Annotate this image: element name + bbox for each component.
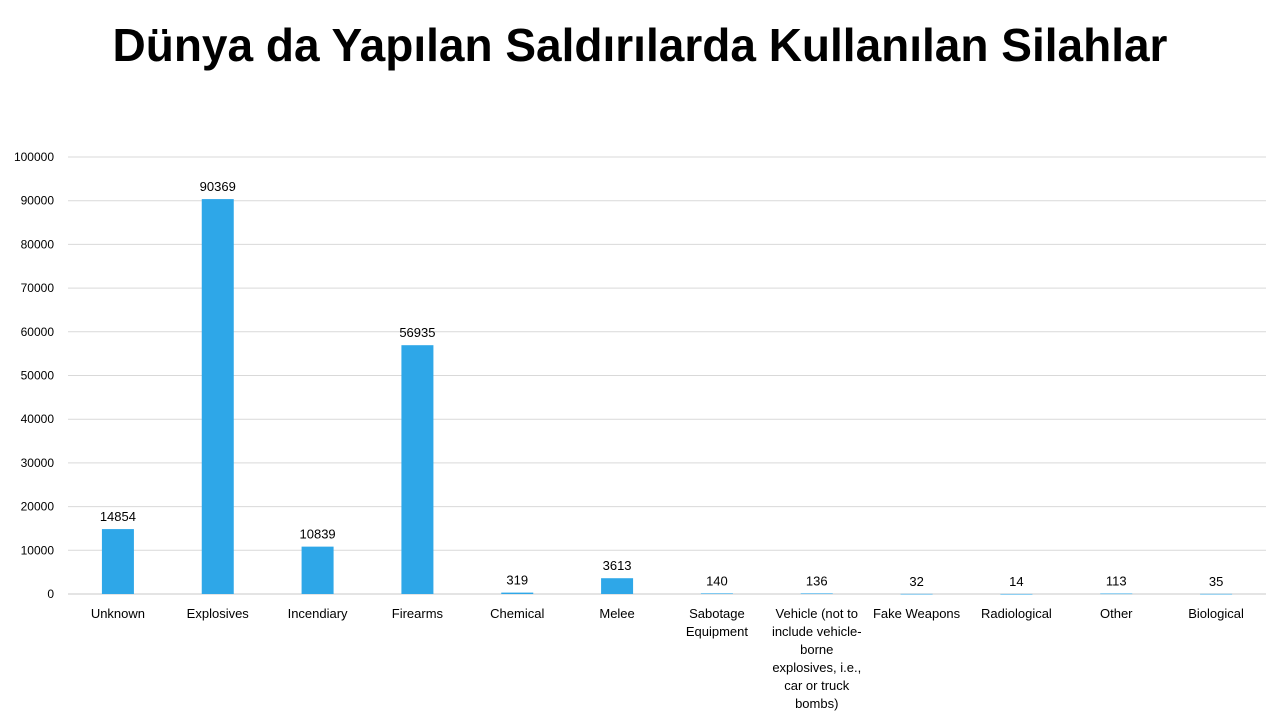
data-label: 14 <box>1009 574 1023 589</box>
bar-fake <box>900 593 933 595</box>
bar-biological <box>1200 593 1233 595</box>
y-tick-label: 80000 <box>21 237 55 251</box>
x-category-label: Radiological <box>981 606 1052 621</box>
y-tick-label: 100000 <box>14 150 54 164</box>
bar-firearms <box>401 345 434 594</box>
bar-radiological <box>1000 593 1033 595</box>
x-category-label: Fake Weapons <box>873 606 961 621</box>
data-label: 10839 <box>300 527 336 542</box>
chart-title: Dünya da Yapılan Saldırılarda Kullanılan… <box>0 14 1280 76</box>
y-tick-label: 30000 <box>21 456 55 470</box>
x-category-label: Sabotage Equipment <box>686 606 749 639</box>
bar-sabotage <box>700 593 733 594</box>
data-label: 56935 <box>399 325 435 340</box>
y-tick-label: 0 <box>47 587 54 601</box>
x-axis-category-labels: Unknown Explosives Incendiary Firearms Chemi… <box>91 606 1244 711</box>
x-category-label: Incendiary <box>288 606 348 621</box>
data-label: 319 <box>506 573 528 588</box>
y-axis-tick-labels: 0 10000 20000 30000 40000 50000 60000 70000 8000… <box>14 150 54 601</box>
x-category-label: Explosives <box>187 606 250 621</box>
y-tick-label: 20000 <box>21 500 55 514</box>
bar-unknown <box>101 529 134 594</box>
x-category-label: Melee <box>599 606 634 621</box>
bar-chemical <box>501 592 534 594</box>
data-label: 32 <box>909 574 923 589</box>
bar-explosives <box>201 199 234 594</box>
x-category-label: Vehicle (not to include vehicle-borne expl… <box>772 606 862 711</box>
data-label: 14854 <box>100 509 136 524</box>
x-category-label: Firearms <box>392 606 444 621</box>
y-tick-label: 90000 <box>21 194 55 208</box>
bar-vehicle <box>800 593 833 595</box>
chart-title-text: Dünya da Yapılan Saldırılarda Kullanılan… <box>112 19 1168 71</box>
y-tick-label: 50000 <box>21 369 55 383</box>
data-label: 136 <box>806 573 828 588</box>
y-tick-label: 70000 <box>21 281 55 295</box>
data-labels: 14854 90369 10839 56935 319 3613 140 136 32 14 113… <box>100 179 1223 589</box>
x-category-label: Other <box>1100 606 1133 621</box>
data-label: 90369 <box>200 179 236 194</box>
bar-other <box>1100 593 1133 595</box>
bars <box>101 199 1233 595</box>
data-label: 35 <box>1209 574 1223 589</box>
data-label: 113 <box>1106 574 1127 589</box>
bar-melee <box>601 578 634 594</box>
x-category-label: Unknown <box>91 606 145 621</box>
x-category-label: Chemical <box>490 606 544 621</box>
gridlines <box>68 156 1266 595</box>
bar-incendiary <box>301 546 334 594</box>
y-tick-label: 60000 <box>21 325 55 339</box>
y-tick-label: 10000 <box>21 543 55 557</box>
data-label: 3613 <box>603 558 632 573</box>
y-tick-label: 40000 <box>21 412 55 426</box>
data-label: 140 <box>706 573 728 588</box>
x-category-label: Biological <box>1188 606 1244 621</box>
